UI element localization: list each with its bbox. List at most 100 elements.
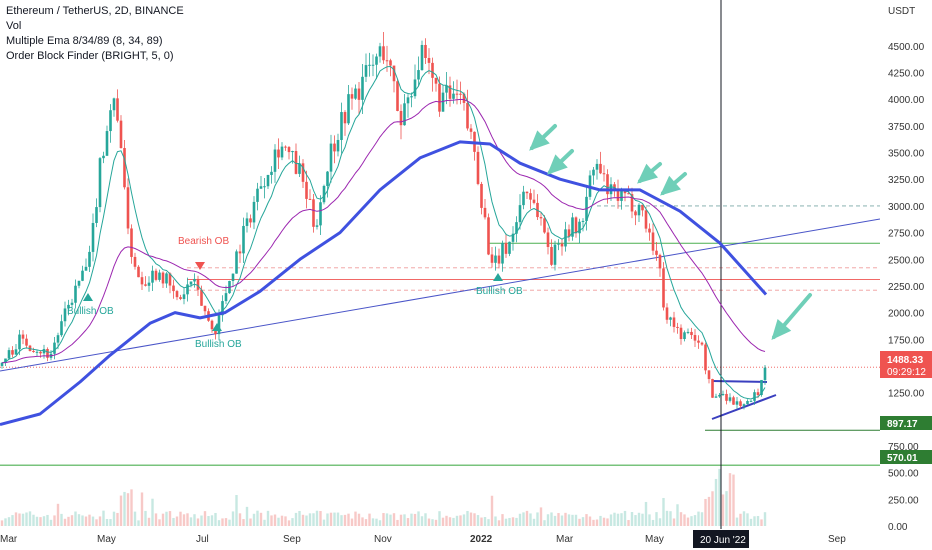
candle-body xyxy=(700,342,704,345)
volume-bar xyxy=(315,510,319,526)
volume-bar xyxy=(322,519,326,526)
candle-body xyxy=(186,284,189,295)
legend-order-block[interactable]: Order Block Finder (BRIGHT, 5, 0) xyxy=(6,50,174,62)
candle-body xyxy=(749,400,753,402)
candle-body xyxy=(144,284,147,286)
price-axis-bg xyxy=(880,0,932,550)
candle-body xyxy=(67,304,70,309)
candle-body xyxy=(672,317,676,327)
volume-bar xyxy=(634,515,637,526)
candle-body xyxy=(581,220,585,222)
candle-body xyxy=(602,173,606,175)
volume-bar xyxy=(266,510,270,526)
candle-body xyxy=(312,199,315,227)
candle-body xyxy=(494,255,497,263)
candle-body xyxy=(620,190,623,201)
volume-bar xyxy=(67,516,70,526)
volume-bar xyxy=(609,514,613,526)
candle-body xyxy=(560,243,564,247)
chart-legend: Ethereum / TetherUS, 2D, BINANCE Vol Mul… xyxy=(6,4,184,64)
volume-bar xyxy=(336,512,340,526)
volume-bar xyxy=(679,512,683,526)
volume-bar xyxy=(616,513,620,526)
volume-bar xyxy=(543,520,546,526)
volume-bar xyxy=(165,511,168,526)
candle-body xyxy=(336,139,340,152)
candle-body xyxy=(522,191,525,206)
time-axis-bg xyxy=(0,529,880,550)
candle-body xyxy=(375,56,378,65)
volume-bar xyxy=(182,514,186,526)
price-tick-label: 250.00 xyxy=(888,495,919,506)
volume-bar xyxy=(305,515,308,526)
candle-body xyxy=(546,232,550,247)
level-897-badge xyxy=(880,416,932,430)
bearish-ob-label: Bearish OB xyxy=(178,236,229,247)
candle-body xyxy=(396,81,399,111)
volume-bar xyxy=(357,513,361,526)
volume-bar xyxy=(144,510,147,526)
price-tick-label: 2500.00 xyxy=(888,255,925,266)
candle-body xyxy=(630,194,634,212)
candle-body xyxy=(403,103,406,126)
volume-bar xyxy=(308,513,312,526)
legend-symbol[interactable]: Ethereum / TetherUS, 2D, BINANCE xyxy=(6,5,184,17)
legend-volume[interactable]: Vol xyxy=(6,20,22,32)
volume-bar xyxy=(151,498,154,526)
candle-body xyxy=(77,280,81,286)
candle-body xyxy=(543,218,546,233)
volume-bar xyxy=(105,518,109,526)
volume-bar xyxy=(56,503,60,526)
volume-bar xyxy=(494,516,497,526)
volume-bar xyxy=(693,515,697,526)
volume-bar xyxy=(683,514,686,526)
volume-bar xyxy=(445,515,448,526)
volume-bar xyxy=(102,510,105,526)
volume-bar xyxy=(196,518,200,526)
candle-body xyxy=(406,97,410,104)
volume-bar xyxy=(539,507,543,526)
candle-body xyxy=(340,112,343,140)
volume-bar xyxy=(581,517,585,526)
candle-body xyxy=(231,273,235,281)
price-tick-label: 4250.00 xyxy=(888,69,925,80)
candle-body xyxy=(578,221,581,234)
candle-body xyxy=(627,193,630,195)
volume-bar xyxy=(469,512,473,526)
volume-bar xyxy=(326,513,329,526)
candle-body xyxy=(595,163,599,170)
candle-body xyxy=(294,151,298,174)
volume-bar xyxy=(672,518,676,526)
bullish-ob-label-3: Bullish OB xyxy=(476,286,523,297)
candle-body xyxy=(441,92,445,112)
candle-body xyxy=(410,96,413,98)
candle-body xyxy=(301,163,305,182)
volume-bar xyxy=(473,513,476,526)
volume-bar xyxy=(88,514,91,526)
volume-bar xyxy=(476,515,480,526)
candle-body xyxy=(669,317,672,320)
candle-body xyxy=(53,342,56,354)
volume-bar xyxy=(179,511,182,526)
volume-bar xyxy=(487,519,490,526)
candle-body xyxy=(571,217,574,237)
volume-bar xyxy=(417,511,420,526)
volume-bar xyxy=(77,514,81,526)
candle-body xyxy=(140,277,144,285)
volume-bar xyxy=(515,517,518,526)
volume-bar xyxy=(298,510,301,526)
candle-body xyxy=(753,392,756,401)
legend-ema[interactable]: Multiple Ema 8/34/89 (8, 34, 89) xyxy=(6,35,163,47)
candle-body xyxy=(56,335,60,343)
time-tick-label: Sep xyxy=(283,534,301,545)
volume-bar xyxy=(431,519,434,526)
candle-body xyxy=(182,294,186,299)
level-897-text: 897.17 xyxy=(887,419,918,430)
volume-bar xyxy=(742,511,746,526)
time-tick-label: May xyxy=(645,534,664,545)
candle-body xyxy=(172,285,175,292)
volume-bar xyxy=(480,517,483,526)
candle-body xyxy=(7,350,11,359)
volume-bar xyxy=(224,518,228,526)
